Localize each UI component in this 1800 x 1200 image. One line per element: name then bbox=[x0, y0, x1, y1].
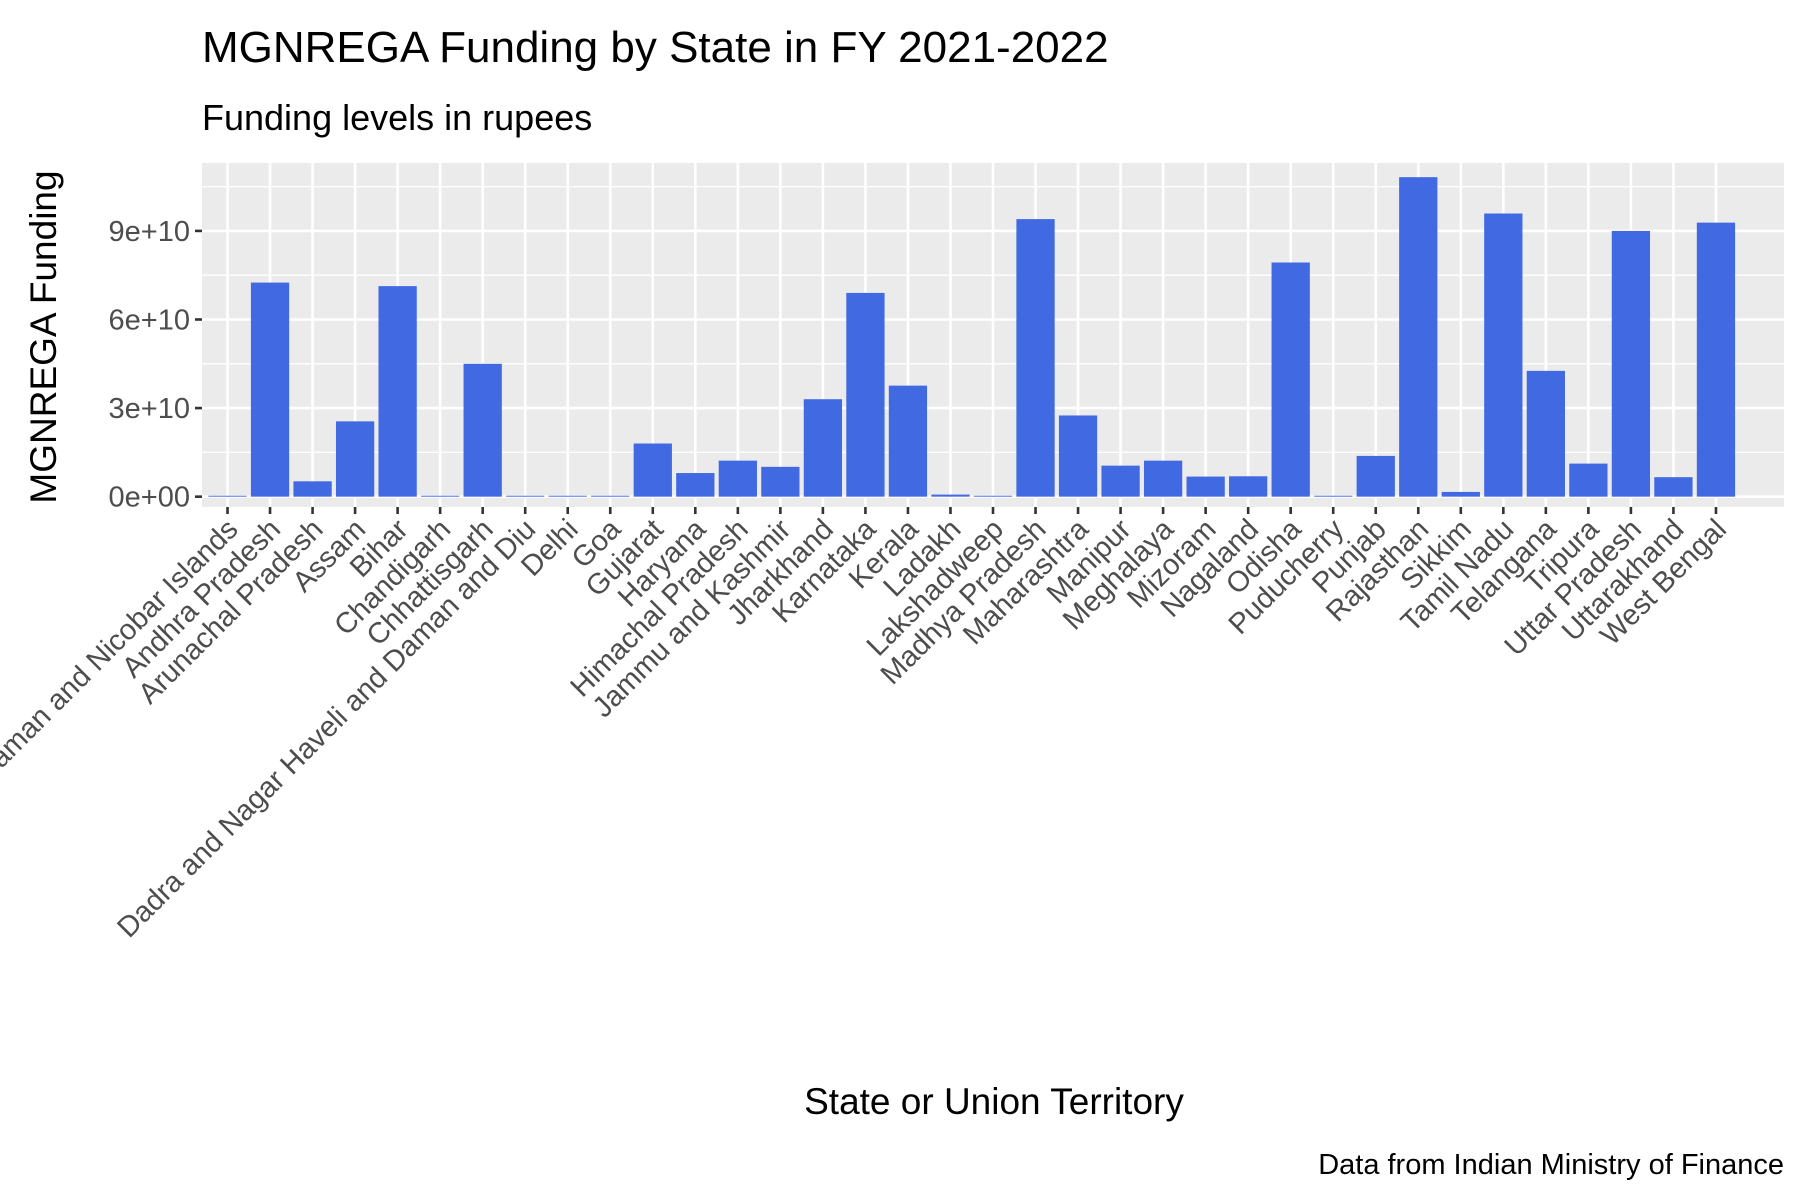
bar bbox=[1526, 370, 1565, 497]
bar bbox=[676, 473, 715, 497]
bar bbox=[591, 495, 630, 497]
bar bbox=[1484, 213, 1523, 497]
bar bbox=[506, 495, 545, 497]
bar bbox=[1186, 476, 1225, 497]
bar bbox=[1611, 230, 1651, 497]
bar bbox=[931, 494, 970, 497]
bar bbox=[1314, 495, 1353, 497]
bar bbox=[1696, 222, 1736, 497]
bar bbox=[761, 466, 800, 497]
y-tick-label: 6e+10 bbox=[109, 304, 190, 336]
bar bbox=[846, 292, 885, 497]
y-tick-label: 0e+00 bbox=[109, 482, 190, 514]
bar bbox=[293, 481, 332, 497]
chart-title: MGNREGA Funding by State in FY 2021-2022 bbox=[202, 23, 1109, 72]
bar bbox=[718, 460, 757, 497]
bar bbox=[1143, 460, 1183, 497]
y-axis-title: MGNREGA Funding bbox=[23, 170, 64, 503]
bar bbox=[1229, 476, 1268, 497]
bar bbox=[1271, 262, 1310, 497]
bar bbox=[335, 421, 375, 497]
bar bbox=[1654, 477, 1693, 497]
bar bbox=[250, 282, 290, 497]
bar bbox=[421, 495, 460, 497]
bar bbox=[888, 385, 928, 497]
x-axis-title: State or Union Territory bbox=[804, 1081, 1184, 1122]
bar bbox=[803, 399, 843, 497]
bar bbox=[548, 495, 587, 497]
bar bbox=[633, 443, 672, 497]
bar bbox=[378, 286, 417, 497]
bar bbox=[463, 363, 502, 497]
bar bbox=[1356, 455, 1395, 497]
bar bbox=[1016, 219, 1055, 497]
bar bbox=[1441, 491, 1480, 497]
chart-caption: Data from Indian Ministry of Finance bbox=[1318, 1149, 1784, 1181]
bar bbox=[208, 495, 247, 497]
bar bbox=[1569, 463, 1608, 497]
y-tick-label: 9e+10 bbox=[109, 216, 190, 248]
bar bbox=[973, 495, 1013, 497]
chart-subtitle: Funding levels in rupees bbox=[202, 97, 592, 138]
bars bbox=[208, 177, 1736, 497]
bar bbox=[1399, 177, 1438, 497]
bar bbox=[1058, 415, 1098, 497]
y-tick-label: 3e+10 bbox=[109, 393, 190, 425]
bar bbox=[1101, 465, 1140, 497]
